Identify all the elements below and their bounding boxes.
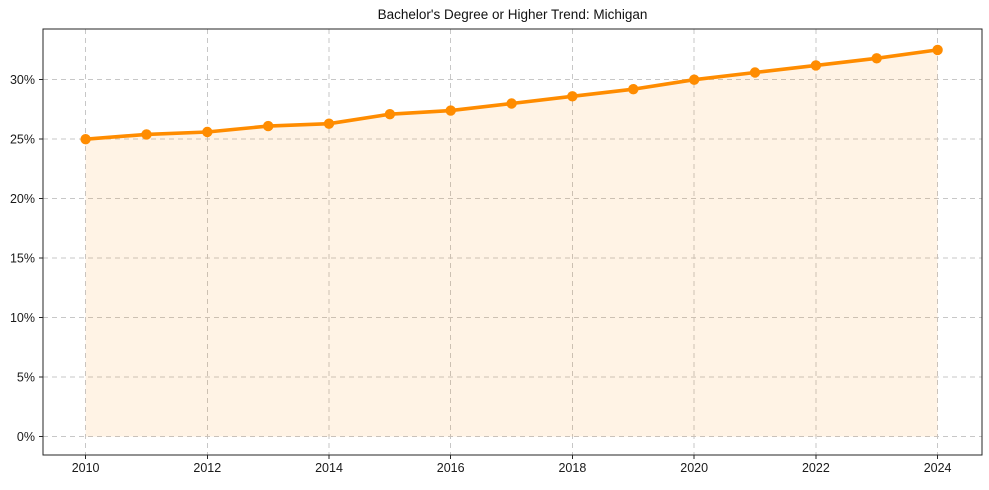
plot-border bbox=[42, 28, 983, 456]
y-tick-label: 25% bbox=[10, 132, 35, 146]
tick-labels: 2010 2012 2014 2016 2018 2020 2022 2024 0% 5% 10% 1… bbox=[10, 73, 952, 475]
data-point-2012 bbox=[202, 126, 213, 138]
y-tick-label: 0% bbox=[17, 430, 35, 444]
x-tick-label: 2024 bbox=[924, 461, 952, 475]
data-point-2018 bbox=[567, 91, 578, 102]
data-point-2022 bbox=[810, 60, 822, 71]
data-point-2021 bbox=[749, 67, 761, 78]
gridlines bbox=[43, 29, 982, 455]
data-point-2020 bbox=[689, 74, 700, 85]
area-fill bbox=[85, 49, 938, 437]
x-tick-label: 2010 bbox=[72, 461, 100, 475]
y-tick-label: 10% bbox=[10, 311, 35, 325]
data-point-2019 bbox=[628, 84, 639, 95]
chart-title: Bachelor's Degree or Higher Trend: Michi… bbox=[377, 7, 648, 22]
x-tick-label: 2016 bbox=[437, 461, 465, 475]
data-point-2016 bbox=[445, 105, 456, 116]
data-point-2017 bbox=[506, 98, 517, 109]
data-point-2010 bbox=[80, 134, 91, 145]
data-point-2011 bbox=[141, 129, 152, 140]
x-tick-label: 2018 bbox=[558, 461, 586, 475]
data-point-2023 bbox=[871, 53, 882, 64]
x-tick-label: 2014 bbox=[315, 461, 343, 475]
y-tick-label: 30% bbox=[10, 73, 35, 87]
y-tick-label: 20% bbox=[10, 192, 35, 206]
data-point-2015 bbox=[384, 109, 396, 120]
data-point-markers bbox=[80, 44, 943, 145]
tick-marks bbox=[39, 79, 939, 459]
data-point-2024 bbox=[932, 44, 943, 56]
y-tick-label: 15% bbox=[10, 251, 35, 265]
x-tick-label: 2022 bbox=[802, 461, 830, 475]
x-tick-label: 2020 bbox=[680, 461, 708, 475]
x-tick-label: 2012 bbox=[193, 461, 221, 475]
data-point-2014 bbox=[323, 118, 335, 129]
data-point-2013 bbox=[263, 120, 274, 132]
y-tick-label: 5% bbox=[17, 370, 35, 384]
